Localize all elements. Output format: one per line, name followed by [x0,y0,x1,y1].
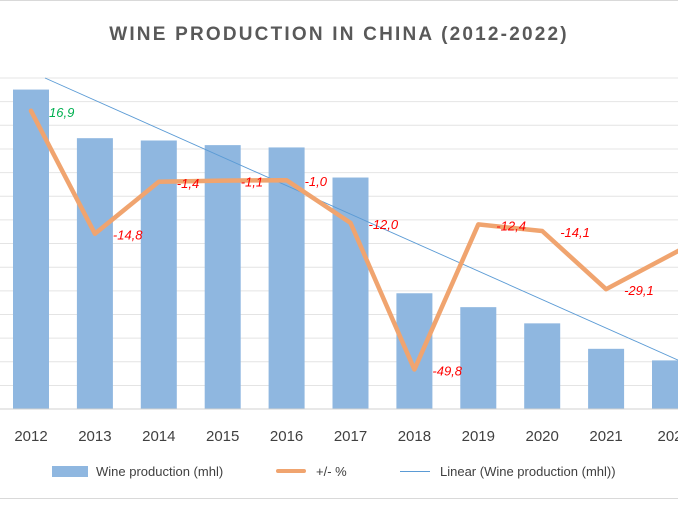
x-tick-label: 2012 [14,428,47,445]
legend-swatch-bar [52,465,88,477]
x-tick-label: 2016 [270,428,303,445]
chart-plot: 2012 2013 2014 2015 2016 2017 2018 2019 2020 2021… [0,77,678,445]
data-label: -1,0 [305,174,328,189]
legend-item-linear-trend: Linear (Wine production (mhl)) [400,460,616,482]
x-tick-label: 2020 [526,428,559,445]
legend: Wine production (mhl) +/- % Linear (Wine… [0,460,678,482]
legend-label: +/- % [316,463,347,479]
bar [76,138,113,409]
x-tick-label: 2014 [142,428,175,445]
frame-top-border [0,0,678,1]
bar-series [13,89,678,410]
bar [396,293,433,409]
x-tick-label: 2013 [78,428,111,445]
bar [524,323,561,409]
data-labels: 16,9 -14,8 -1,4 -1,1 -1,0 -12,0 -49,8 -12,4 -14,… [49,105,654,379]
legend-item-wine-production: Wine production (mhl) [52,460,223,482]
data-label: -29,1 [624,283,654,298]
change-line [28,108,678,372]
bar [204,145,241,410]
frame-bottom-border [0,498,678,499]
data-label: -49,8 [432,363,462,378]
chart-title: WINE PRODUCTION IN CHINA (2012-2022) [109,24,569,45]
legend-swatch-trend [400,470,430,472]
bar [652,360,678,409]
legend-item-change: +/- % [276,460,347,482]
x-tick-label: 2018 [398,428,431,445]
trendline [44,77,678,361]
data-label: -14,1 [560,225,590,240]
line-series [28,108,678,372]
x-tick-label: 202 [657,428,678,445]
data-label: -14,8 [113,228,143,243]
bar [588,348,625,409]
data-label: -12,0 [369,217,399,232]
bar [13,89,49,409]
legend-swatch-line [276,469,306,473]
x-axis: 2012 2013 2014 2015 2016 2017 2018 2019 2020 2021… [0,408,678,445]
data-label: -1,1 [241,175,263,190]
x-tick-label: 2019 [462,428,495,445]
trend-series [44,77,678,361]
legend-label: Wine production (mhl) [96,463,224,479]
legend-label: Linear (Wine production (mhl)) [440,463,616,479]
data-label: 16,9 [49,105,74,120]
data-label: -1,4 [177,176,199,191]
data-label: -12,4 [496,218,526,233]
bar [460,307,497,409]
x-tick-label: 2017 [334,428,367,445]
x-tick-label: 2021 [589,428,622,445]
bar [140,140,177,409]
x-tick-label: 2015 [206,428,239,445]
